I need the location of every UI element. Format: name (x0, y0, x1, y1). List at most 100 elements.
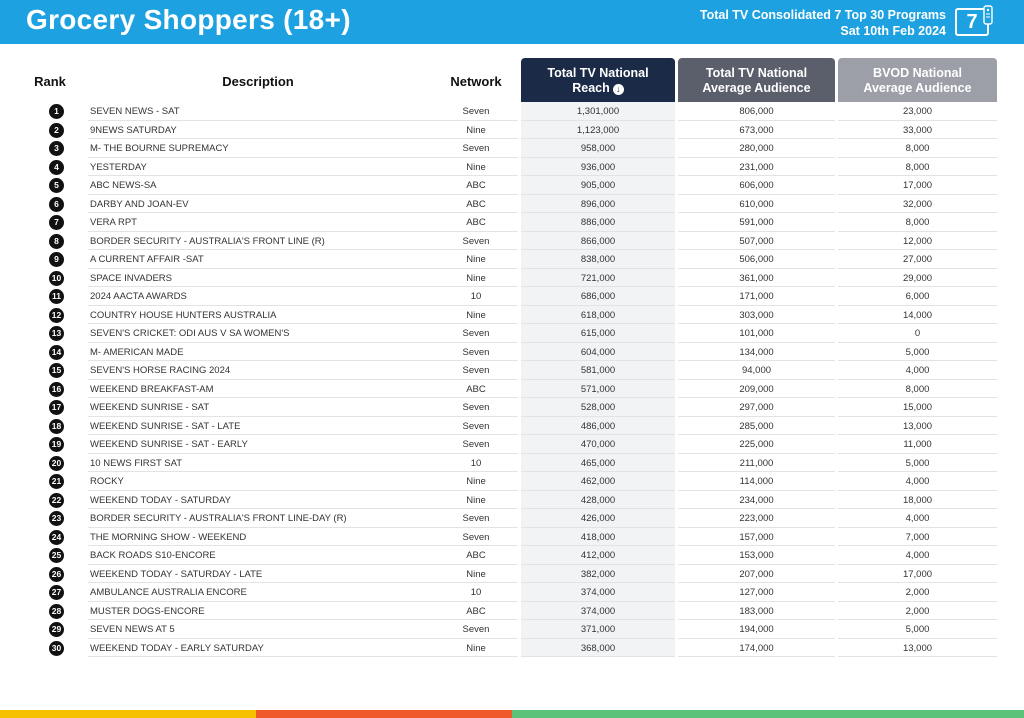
bvod-audience-cell: 18,000 (838, 491, 997, 509)
program-description: DARBY AND JOAN-EV (88, 195, 518, 213)
table-row: 6 DARBY AND JOAN-EV ABC 896,000 610,000 32,00… (0, 194, 1024, 213)
column-header-reach[interactable]: Total TV National Reach ↓ (521, 58, 675, 102)
rank-badge: 26 (49, 566, 64, 582)
average-audience-cell: 127,000 (678, 583, 835, 602)
bvod-audience-cell: 8,000 (838, 213, 997, 232)
bvod-audience-cell: 13,000 (838, 417, 997, 435)
rank-badge: 21 (49, 474, 64, 489)
program-description: COUNTRY HOUSE HUNTERS AUSTRALIA (88, 306, 518, 324)
average-audience-cell: 207,000 (678, 565, 835, 583)
program-description: SEVEN'S CRICKET: ODI AUS V SA WOMEN'S (88, 324, 518, 343)
reach-cell: 866,000 (521, 231, 675, 250)
rank-badge: 1 (49, 104, 64, 119)
column-header-description: Description (222, 74, 294, 89)
column-header-bvod[interactable]: BVOD National Average Audience (838, 58, 997, 102)
column-header-bvod-line2: Average Audience (863, 81, 972, 95)
column-header-bvod-line1: BVOD National (873, 66, 962, 80)
reach-cell: 571,000 (521, 379, 675, 398)
program-description: SEVEN'S HORSE RACING 2024 (88, 361, 518, 380)
bvod-audience-cell: 4,000 (838, 546, 997, 565)
network-cell: Seven (462, 439, 490, 450)
average-audience-cell: 507,000 (678, 232, 835, 250)
rank-badge: 3 (49, 141, 64, 156)
average-audience-cell: 183,000 (678, 602, 835, 620)
rank-badge: 16 (49, 381, 64, 397)
column-header-average-line1: Total TV National (705, 66, 808, 80)
network-cell: Nine (466, 568, 486, 580)
table-row: 17 WEEKEND SUNRISE - SAT Seven 528,000 297,0… (0, 398, 1024, 417)
reach-cell: 374,000 (521, 583, 675, 602)
rank-badge: 13 (49, 326, 64, 341)
reach-cell: 936,000 (521, 157, 675, 176)
bvod-audience-cell: 4,000 (838, 472, 997, 491)
bvod-audience-cell: 4,000 (838, 361, 997, 380)
network-cell: Seven (462, 365, 490, 376)
program-description: SEVEN NEWS - SAT (88, 102, 518, 121)
table-row: 4 YESTERDAY Nine 936,000 231,000 8,000 (0, 157, 1024, 176)
program-description: WEEKEND TODAY - SATURDAY (88, 491, 518, 509)
program-description: WEEKEND BREAKFAST-AM (88, 380, 518, 398)
reach-cell: 371,000 (521, 620, 675, 639)
network-cell: Seven (462, 531, 490, 543)
column-header-average-line2: Average Audience (702, 81, 811, 95)
network-cell: Nine (466, 476, 486, 487)
network-cell: ABC (466, 198, 486, 210)
program-description: M- AMERICAN MADE (88, 343, 518, 361)
bvod-audience-cell: 2,000 (838, 602, 997, 620)
page-number: 7 (966, 11, 978, 33)
sort-descending-icon[interactable]: ↓ (612, 84, 624, 95)
table-row: 28 MUSTER DOGS-ENCORE ABC 374,000 183,000 2,0… (0, 601, 1024, 620)
average-audience-cell: 297,000 (678, 398, 835, 417)
reach-cell: 618,000 (521, 305, 675, 324)
average-audience-cell: 225,000 (678, 435, 835, 454)
reach-cell: 528,000 (521, 398, 675, 417)
bvod-audience-cell: 8,000 (838, 139, 997, 158)
bvod-audience-cell: 13,000 (838, 639, 997, 657)
report-subtitle: Total TV Consolidated 7 Top 30 Programs … (700, 7, 946, 39)
program-description: YESTERDAY (88, 158, 518, 176)
network-cell: Nine (466, 272, 486, 284)
footer-stripe-green (512, 710, 1024, 718)
average-audience-cell: 101,000 (678, 324, 835, 343)
bvod-audience-cell: 6,000 (838, 287, 997, 306)
reach-cell: 1,301,000 (521, 102, 675, 121)
reach-cell: 486,000 (521, 416, 675, 435)
reach-cell: 465,000 (521, 453, 675, 472)
column-header-reach-label: Total TV National Reach ↓ (538, 66, 658, 96)
table-row: 22 WEEKEND TODAY - SATURDAY Nine 428,000 234… (0, 490, 1024, 509)
reach-cell: 686,000 (521, 287, 675, 306)
bvod-audience-cell: 33,000 (838, 121, 997, 139)
bvod-audience-cell: 5,000 (838, 343, 997, 361)
average-audience-cell: 171,000 (678, 287, 835, 306)
bvod-audience-cell: 14,000 (838, 306, 997, 324)
column-header-average-audience[interactable]: Total TV National Average Audience (678, 58, 835, 102)
program-description: M- THE BOURNE SUPREMACY (88, 139, 518, 158)
table-row: 10 SPACE INVADERS Nine 721,000 361,000 29,000 (0, 268, 1024, 287)
reach-cell: 426,000 (521, 509, 675, 528)
program-description: 10 NEWS FIRST SAT (88, 454, 518, 472)
bvod-audience-cell: 4,000 (838, 509, 997, 528)
average-audience-cell: 174,000 (678, 639, 835, 657)
network-cell: ABC (466, 605, 486, 617)
reach-cell: 418,000 (521, 527, 675, 546)
table-row: 1 SEVEN NEWS - SAT Seven 1,301,000 806,000 23… (0, 102, 1024, 121)
remote-control-icon (983, 5, 993, 25)
column-header-network: Network (450, 74, 502, 89)
program-description: A CURRENT AFFAIR -SAT (88, 250, 518, 269)
network-cell: Nine (466, 254, 486, 265)
average-audience-cell: 114,000 (678, 472, 835, 491)
table-row: 11 2024 AACTA AWARDS 10 686,000 171,000 6,000 (0, 287, 1024, 306)
network-cell: 10 (470, 457, 482, 469)
bvod-audience-cell: 17,000 (838, 176, 997, 195)
average-audience-cell: 223,000 (678, 509, 835, 528)
rank-badge: 7 (49, 215, 64, 230)
reach-cell: 428,000 (521, 490, 675, 509)
program-description: 2024 AACTA AWARDS (88, 287, 518, 306)
average-audience-cell: 280,000 (678, 139, 835, 158)
average-audience-cell: 157,000 (678, 528, 835, 546)
rank-badge: 27 (49, 585, 64, 600)
column-header-rank: Rank (34, 74, 66, 89)
rank-badge: 25 (49, 548, 64, 563)
rank-badge: 11 (49, 289, 64, 304)
average-audience-cell: 506,000 (678, 250, 835, 269)
